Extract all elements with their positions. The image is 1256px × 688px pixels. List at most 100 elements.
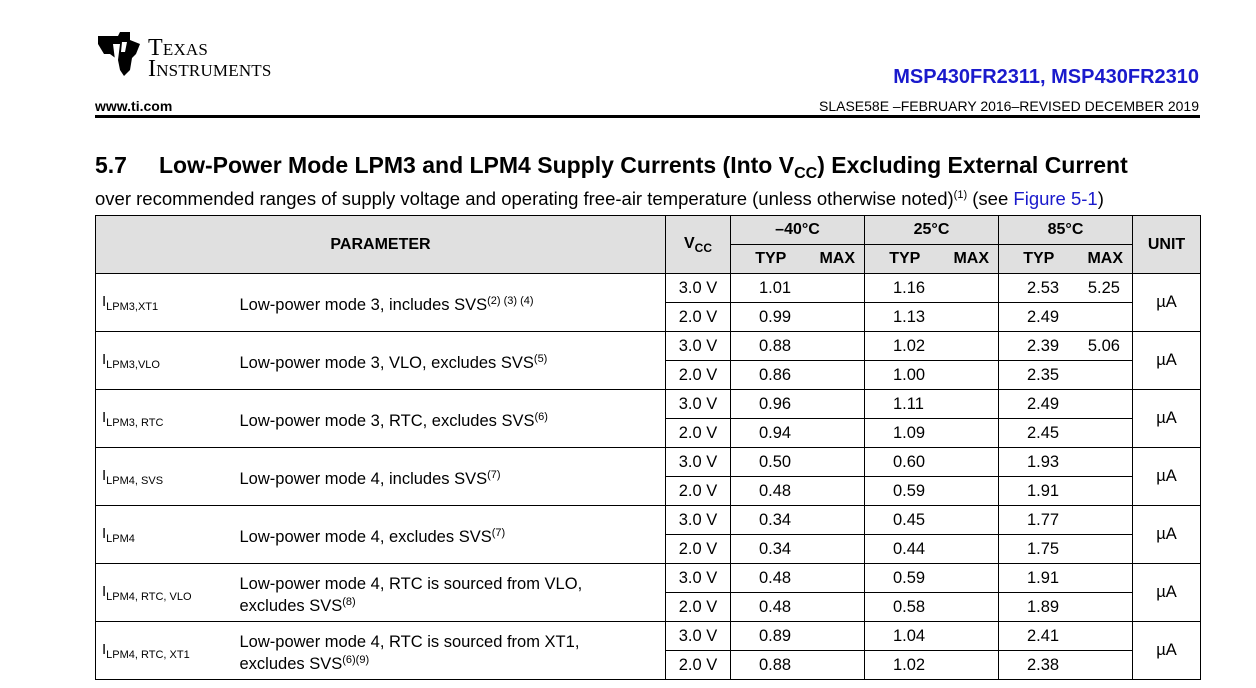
header-temp-85: 85°C: [998, 215, 1133, 245]
description-line: Low-power mode 3, RTC, excludes SVS(6): [240, 408, 666, 430]
max-value: [944, 360, 999, 390]
max-value: [944, 302, 999, 332]
symbol-subscript: LPM3,XT1: [106, 300, 159, 313]
typ-value: 1.02: [864, 650, 945, 680]
max-value: [944, 447, 999, 477]
typ-value: 0.34: [730, 505, 811, 535]
unit-value: µA: [1132, 389, 1201, 448]
website-link[interactable]: www.ti.com: [95, 98, 173, 114]
parameter-description: Low-power mode 3, RTC, excludes SVS(6): [239, 389, 666, 448]
description-line: Low-power mode 3, includes SVS(2) (3) (4…: [240, 292, 666, 314]
max-value: [810, 360, 865, 390]
subtitle-see: (see: [967, 188, 1014, 209]
typ-value: 2.38: [998, 650, 1079, 680]
header-typ: TYP: [864, 244, 945, 274]
header-max: MAX: [810, 244, 865, 274]
max-value: [1078, 650, 1133, 680]
header-unit: UNIT: [1132, 215, 1201, 274]
typ-value: 0.50: [730, 447, 811, 477]
typ-value: 1.16: [864, 273, 945, 303]
max-value: [810, 389, 865, 419]
max-value: [944, 505, 999, 535]
typ-value: 2.49: [998, 302, 1079, 332]
header-rule: [95, 115, 1200, 118]
table-row: ILPM3, RTC Low-power mode 3, RTC, exclude…: [95, 389, 1201, 448]
unit-value: µA: [1132, 273, 1201, 332]
header-max: MAX: [944, 244, 999, 274]
table-subheader-row: TYP MAX TYP MAX TYP MAX: [96, 244, 1201, 274]
typ-value: 1.01: [730, 273, 811, 303]
max-value: 5.06: [1078, 331, 1133, 361]
table-row: ILPM3,XT1 Low-power mode 3, includes SVS(…: [95, 273, 1201, 332]
typ-value: 0.59: [864, 563, 945, 593]
header-vcc: VCC: [665, 215, 731, 274]
max-value: [810, 592, 865, 622]
table-row: ILPM4, SVS Low-power mode 4, includes SVS…: [95, 447, 1201, 506]
max-value: [1078, 360, 1133, 390]
description-text: Low-power mode 3, RTC, excludes SVS: [239, 411, 535, 430]
header-temp-minus40: –40°C: [730, 215, 865, 245]
parameter-symbol: ILPM3,XT1: [95, 273, 240, 332]
figure-link[interactable]: Figure 5-1: [1013, 188, 1098, 209]
vcc-value: 2.0 V: [665, 650, 731, 680]
max-value: [810, 476, 865, 506]
max-value: [1078, 447, 1133, 477]
symbol-main: I: [102, 582, 107, 600]
typ-value: 1.00: [864, 360, 945, 390]
part-number[interactable]: MSP430FR2311, MSP430FR2310: [893, 66, 1199, 88]
max-value: [944, 476, 999, 506]
max-value: [810, 331, 865, 361]
logo-wordmark: Texas Instruments: [148, 35, 272, 81]
typ-value: 0.88: [730, 331, 811, 361]
section-title: 5.7 Low-Power Mode LPM3 and LPM4 Supply C…: [95, 152, 1128, 183]
unit-value: µA: [1132, 447, 1201, 506]
max-value: [1078, 389, 1133, 419]
max-value: [944, 592, 999, 622]
symbol-subscript: LPM4: [106, 532, 135, 545]
typ-value: 2.41: [998, 621, 1079, 651]
subtitle-footnote[interactable]: (1): [953, 189, 968, 201]
table-row: 2.0 V 0.99 1.13 2.49: [96, 302, 1201, 332]
max-value: [944, 621, 999, 651]
description-text: Low-power mode 3, VLO, excludes SVS: [239, 353, 534, 372]
subtitle-close: ): [1097, 188, 1104, 209]
unit-value: µA: [1132, 621, 1201, 680]
max-value: [810, 621, 865, 651]
vcc-value: 2.0 V: [665, 592, 731, 622]
texas-state-logo-icon: [98, 32, 140, 76]
max-value: [810, 273, 865, 303]
typ-value: 2.49: [998, 389, 1079, 419]
max-value: [810, 534, 865, 564]
description-footnote: (8): [342, 595, 356, 608]
logo-line1: Texas: [148, 35, 209, 61]
max-value: [1078, 505, 1133, 535]
typ-value: 1.91: [998, 563, 1079, 593]
parameter-description: Low-power mode 3, includes SVS(2) (3) (4…: [239, 273, 666, 332]
typ-value: 1.75: [998, 534, 1079, 564]
unit-value: µA: [1132, 505, 1201, 564]
vcc-value: 3.0 V: [665, 447, 731, 477]
table-row: 2.0 V 0.48 0.58 1.89: [96, 592, 1201, 622]
max-value: [944, 563, 999, 593]
parameter-symbol: ILPM3,VLO: [95, 331, 240, 390]
symbol-main: I: [102, 350, 107, 368]
vcc-value: 3.0 V: [665, 273, 731, 303]
description-text: Low-power mode 3, includes SVS: [239, 295, 488, 314]
description-footnote: (7): [487, 468, 501, 481]
vcc-value: 3.0 V: [665, 389, 731, 419]
max-value: [944, 389, 999, 419]
typ-value: 0.86: [730, 360, 811, 390]
max-value: [810, 650, 865, 680]
typ-value: 0.99: [730, 302, 811, 332]
header-typ: TYP: [998, 244, 1079, 274]
typ-value: 0.34: [730, 534, 811, 564]
symbol-main: I: [102, 292, 107, 310]
max-value: [1078, 563, 1133, 593]
description-line: Low-power mode 3, VLO, excludes SVS(5): [240, 350, 666, 372]
description-text: Low-power mode 4, RTC is sourced from VL…: [239, 574, 583, 593]
parameter-description: Low-power mode 4, includes SVS(7): [239, 447, 666, 506]
vcc-value: 3.0 V: [665, 331, 731, 361]
symbol-subscript: LPM4, RTC, XT1: [106, 648, 190, 661]
vcc-value: 3.0 V: [665, 621, 731, 651]
supply-current-table: PARAMETER VCC –40°C 25°C 85°C UNIT TYP M…: [95, 215, 1201, 680]
